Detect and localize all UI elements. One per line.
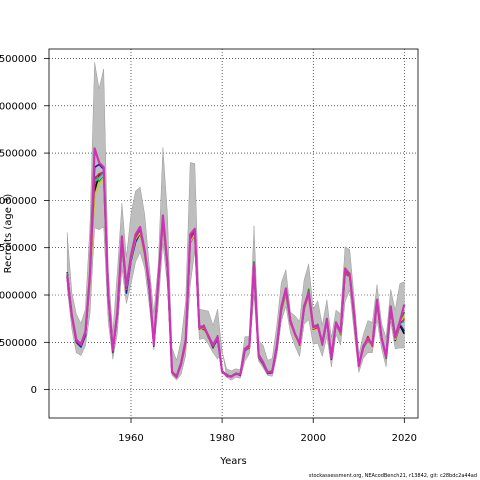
x-tick-label: 1960 bbox=[118, 433, 143, 444]
y-tick-label: 1500000 bbox=[0, 243, 37, 254]
plot-background bbox=[49, 49, 418, 418]
y-tick-label: 0 bbox=[31, 385, 37, 396]
y-tick-label: 2000000 bbox=[0, 196, 37, 207]
footer-note: stockassessment.org, NEAcodBench21, r138… bbox=[308, 473, 477, 479]
y-tick-label: 1000000 bbox=[0, 291, 37, 302]
y-axis: 0 500000 1000000 1500000 2000000 2500000 30000… bbox=[0, 54, 49, 396]
y-tick-label: 3500000 bbox=[0, 54, 37, 65]
y-tick-label: 2500000 bbox=[0, 149, 37, 160]
y-tick-label: 3000000 bbox=[0, 101, 37, 112]
x-axis: 1960 1980 2000 2020 bbox=[118, 418, 417, 444]
y-tick-label: 500000 bbox=[0, 338, 37, 349]
x-tick-label: 2020 bbox=[392, 433, 417, 444]
series-lines bbox=[66, 147, 406, 379]
x-tick-label: 1980 bbox=[209, 433, 234, 444]
x-axis-title: Years bbox=[219, 456, 246, 467]
x-tick-label: 2000 bbox=[300, 433, 325, 444]
plot-frame bbox=[48, 48, 419, 419]
series-line-8 bbox=[66, 147, 406, 378]
y-axis-title: Recruits (age 3) bbox=[3, 194, 14, 274]
